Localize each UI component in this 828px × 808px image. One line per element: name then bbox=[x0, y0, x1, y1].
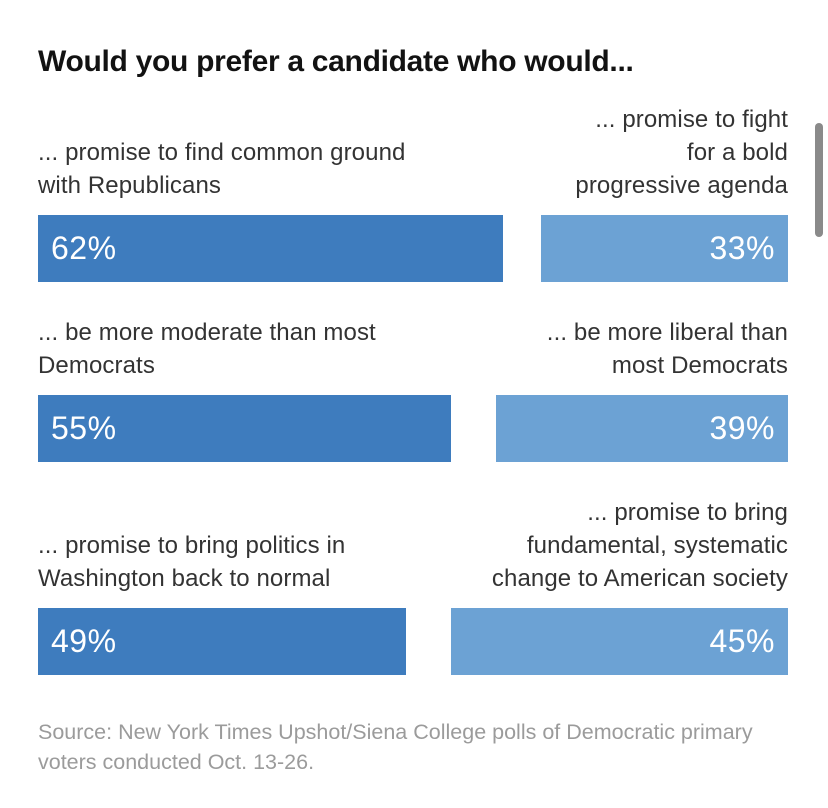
pair-3-right-bar: 45% bbox=[450, 608, 788, 675]
pair-1-bars: 62% 33% bbox=[38, 215, 788, 282]
pair-1-left-bar: 62% bbox=[38, 215, 503, 282]
bar-pair-common-ground-vs-progressive: ... promise to find common ground with R… bbox=[38, 103, 788, 282]
bar-pair-moderate-vs-liberal: ... be more moderate than most Democrats… bbox=[38, 316, 788, 462]
pair-3-labels: ... promise to bring politics in Washing… bbox=[38, 496, 788, 595]
scrollbar-thumb[interactable] bbox=[815, 123, 823, 237]
pair-2-right-bar: 39% bbox=[495, 395, 788, 462]
bar-pair-normal-vs-fundamental-change: ... promise to bring politics in Washing… bbox=[38, 496, 788, 675]
pair-2-left-label: ... be more moderate than most Democrats bbox=[38, 319, 376, 379]
pair-2-left-value: 55% bbox=[51, 410, 117, 446]
pair-2-right-label: ... be more liberal than most Democrats bbox=[546, 319, 788, 379]
pair-2-bars: 55% 39% bbox=[38, 395, 788, 462]
pair-2-labels: ... be more moderate than most Democrats… bbox=[38, 316, 788, 382]
pair-3-left-value: 49% bbox=[51, 623, 117, 659]
pair-3-left-label: ... promise to bring politics in Washing… bbox=[38, 532, 346, 592]
source-note: Source: New York Times Upshot/Siena Coll… bbox=[38, 720, 753, 774]
pair-3-right-label: ... promise to bring fundamental, system… bbox=[491, 499, 788, 592]
pair-3-left-bar: 49% bbox=[38, 608, 406, 675]
pair-1-left-value: 62% bbox=[51, 230, 117, 266]
chart-title: Would you prefer a candidate who would..… bbox=[38, 45, 634, 78]
pair-3-right-value: 45% bbox=[709, 623, 775, 659]
pair-1-labels: ... promise to find common ground with R… bbox=[38, 103, 788, 202]
pair-2-right-value: 39% bbox=[709, 410, 775, 446]
pair-1-right-bar: 33% bbox=[540, 215, 788, 282]
pair-1-left-label: ... promise to find common ground with R… bbox=[38, 139, 406, 199]
pair-1-right-label: ... promise to fight for a bold progress… bbox=[575, 106, 788, 199]
pair-3-bars: 49% 45% bbox=[38, 608, 788, 675]
pair-2-left-bar: 55% bbox=[38, 395, 451, 462]
pair-1-right-value: 33% bbox=[709, 230, 775, 266]
